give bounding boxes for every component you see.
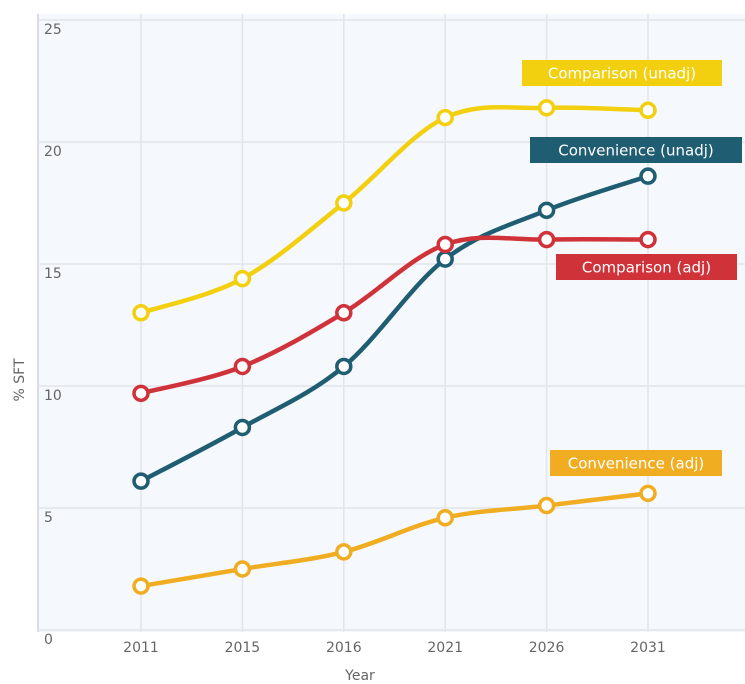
label-text: Comparison (adj) xyxy=(582,259,711,277)
y-tick-label: 5 xyxy=(44,510,53,526)
point xyxy=(233,418,252,437)
label-box xyxy=(550,450,722,476)
point xyxy=(132,304,150,322)
y-tick-label: 15 xyxy=(44,266,62,282)
x-tick-label: 2011 xyxy=(123,640,159,656)
point xyxy=(233,560,252,578)
label-text: Convenience (unadj) xyxy=(558,142,714,160)
point xyxy=(537,230,556,249)
label-text: Convenience (adj) xyxy=(568,455,705,473)
point xyxy=(436,108,454,127)
series-label: Convenience (adj) xyxy=(550,450,722,476)
point xyxy=(537,99,556,117)
series-line xyxy=(140,491,649,589)
series-label: Comparison (adj) xyxy=(556,254,737,280)
point xyxy=(537,201,556,220)
point xyxy=(335,357,353,376)
point xyxy=(233,269,252,288)
label-box xyxy=(530,137,742,163)
point xyxy=(335,543,353,561)
point xyxy=(233,357,252,376)
point xyxy=(436,235,454,254)
point xyxy=(639,230,657,249)
point xyxy=(132,384,150,403)
y-tick-label: 20 xyxy=(44,144,62,160)
point xyxy=(335,194,353,212)
point xyxy=(132,472,150,490)
series-label: Convenience (unadj) xyxy=(530,137,742,163)
plot-background xyxy=(38,14,745,632)
y-tick-label: 25 xyxy=(44,22,62,38)
point xyxy=(132,577,150,595)
x-axis-label: Year xyxy=(344,668,375,684)
series-label: Comparison (unadj) xyxy=(522,60,722,86)
point xyxy=(537,496,556,515)
x-tick-label: 2015 xyxy=(225,640,261,656)
point xyxy=(639,101,657,120)
x-tick-label: 2031 xyxy=(630,640,666,656)
x-tick-label: 2026 xyxy=(529,640,565,656)
point xyxy=(639,484,657,503)
x-tick-label: 2016 xyxy=(326,640,362,656)
x-tick-label: 2021 xyxy=(427,640,463,656)
y-tick-label: 0 xyxy=(44,632,53,648)
point xyxy=(436,250,454,268)
label-box xyxy=(556,254,737,280)
y-tick-label: 10 xyxy=(44,388,62,404)
y-axis-label: % SFT xyxy=(12,358,28,401)
point xyxy=(639,167,657,185)
series-line xyxy=(140,235,649,396)
point xyxy=(335,304,353,322)
point xyxy=(436,509,454,527)
label-box xyxy=(522,60,722,86)
label-text: Comparison (unadj) xyxy=(548,65,696,83)
